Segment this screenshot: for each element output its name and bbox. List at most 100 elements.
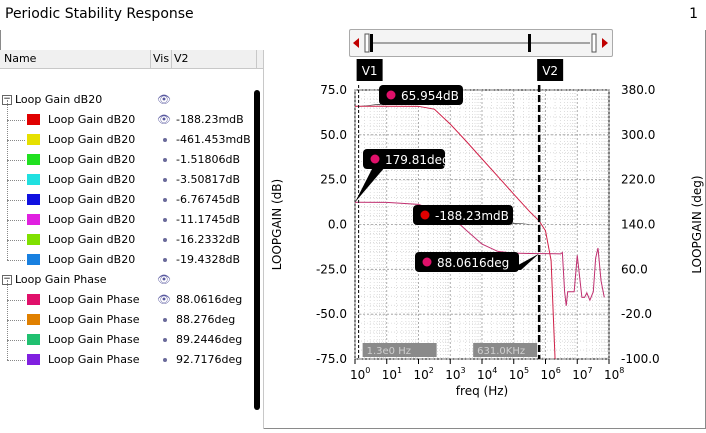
signal-row[interactable]: Loop Gain dB20 -11.1745dB <box>0 200 255 230</box>
v2-readout-box <box>473 343 538 357</box>
signal-value: -16.2332dB <box>176 233 240 246</box>
y-tick-left: 75.0 <box>320 83 347 97</box>
scroll-left-icon <box>353 38 359 48</box>
signal-row[interactable]: Loop Gain Phase 88.276deg <box>0 300 255 330</box>
signal-row[interactable]: Loop Gain dB20 -19.4328dB <box>0 240 255 270</box>
visibility-dot-icon[interactable] <box>163 218 167 222</box>
signal-row[interactable]: Loop Gain dB20 -3.50817dB <box>0 160 255 190</box>
tree-line <box>7 200 9 220</box>
signal-value: -188.23mdB <box>176 113 244 126</box>
visibility-eye-icon[interactable]: 👁 <box>157 273 171 286</box>
visibility-dot-icon[interactable] <box>163 178 167 182</box>
signal-row[interactable]: Loop Gain Phase 89.2446deg <box>0 320 255 350</box>
signal-label: Loop Gain dB20 <box>48 133 136 146</box>
marker-label: 88.0616deg <box>437 256 509 270</box>
tree-line <box>7 140 9 160</box>
table-header: Name Vis V2 <box>0 50 263 69</box>
cursor-v2-label: V2 <box>542 64 558 78</box>
tree-line <box>7 180 9 200</box>
y-axis-label-right: LOOPGAIN (deg) <box>690 175 704 273</box>
tree-branch <box>7 200 25 202</box>
group-label: Loop Gain Phase <box>15 273 107 286</box>
y-tick-left: 25.0 <box>320 173 347 187</box>
series-line-0 <box>355 105 556 360</box>
signal-row[interactable]: Loop Gain dB20 -1.51806dB <box>0 140 255 170</box>
signal-label: Loop Gain dB20 <box>48 213 136 226</box>
visibility-eye-icon[interactable]: 👁 <box>157 93 171 106</box>
group-row[interactable]: − Loop Gain Phase 👁 <box>0 270 255 290</box>
y-tick-right: 380.0 <box>621 83 655 97</box>
column-vis[interactable]: Vis <box>153 52 170 65</box>
signal-label: Loop Gain dB20 <box>48 233 136 246</box>
vertical-scrollbar[interactable] <box>254 90 260 410</box>
marker-callout <box>413 205 513 225</box>
marker-pointer <box>355 167 385 203</box>
tree-line <box>7 160 9 180</box>
signal-row[interactable]: Loop Gain dB20 -16.2332dB <box>0 220 255 250</box>
signal-value: -1.51806dB <box>176 153 240 166</box>
signal-color-swatch <box>27 334 40 345</box>
window-title: Periodic Stability Response <box>5 6 194 22</box>
tree-line <box>7 100 9 120</box>
signal-value: -3.50817dB <box>176 173 240 186</box>
signal-label: Loop Gain Phase <box>48 333 140 346</box>
signal-color-swatch <box>27 294 40 305</box>
signal-label: Loop Gain Phase <box>48 353 140 366</box>
signal-label: Loop Gain Phase <box>48 293 140 306</box>
y-tick-right: 60.0 <box>621 262 648 276</box>
x-tick: 102 <box>414 366 434 382</box>
tree-branch <box>7 300 25 302</box>
cursor-v1-label: V1 <box>362 64 378 78</box>
visibility-dot-icon[interactable] <box>163 158 167 162</box>
tree-branch <box>7 240 25 242</box>
signal-browser-panel: Name Vis V2 − Loop Gain dB20 👁 Loop Gain dB… <box>0 50 264 429</box>
marker-dot <box>386 90 396 100</box>
group-row[interactable]: − Loop Gain dB20 👁 <box>0 90 255 110</box>
signal-color-swatch <box>27 214 40 225</box>
cursor-v1-tag <box>356 59 383 81</box>
signal-color-swatch <box>27 154 40 165</box>
signal-row[interactable]: Loop Gain dB20 👁 -188.23mdB <box>0 100 255 130</box>
y-tick-right: 300.0 <box>621 128 655 142</box>
visibility-dot-icon[interactable] <box>163 358 167 362</box>
x-tick: 103 <box>445 366 465 382</box>
visibility-dot-icon[interactable] <box>163 318 167 322</box>
tree-branch <box>7 260 25 262</box>
marker-pointer <box>503 223 540 225</box>
stability-chart: 75.0 50.0 25.0 0.0 -25.0 -50.0 -75.0 380.0 300.0… <box>263 55 706 429</box>
signal-row[interactable]: Loop Gain dB20 -461.453mdB <box>0 120 255 150</box>
signal-color-swatch <box>27 254 40 265</box>
v1-readout-box <box>362 343 437 357</box>
visibility-dot-icon[interactable] <box>163 238 167 242</box>
tree-line <box>7 320 9 340</box>
visibility-dot-icon[interactable] <box>163 258 167 262</box>
tree-line <box>7 280 9 300</box>
visibility-eye-icon[interactable]: 👁 <box>157 113 171 126</box>
tree-branch <box>7 120 25 122</box>
signal-value: -461.453mdB <box>176 133 251 146</box>
column-v2[interactable]: V2 <box>174 52 189 65</box>
visibility-eye-icon[interactable]: 👁 <box>157 293 171 306</box>
tree-line <box>7 120 9 140</box>
page-number: 1 <box>689 6 698 22</box>
signal-color-swatch <box>27 174 40 185</box>
visibility-dot-icon[interactable] <box>163 198 167 202</box>
visibility-dot-icon[interactable] <box>163 138 167 142</box>
signal-row[interactable]: Loop Gain Phase 92.7176deg <box>0 340 255 370</box>
signal-color-swatch <box>27 314 40 325</box>
tree-branch <box>7 360 25 362</box>
signal-color-swatch <box>27 114 40 125</box>
cursor-range-slider[interactable] <box>349 29 613 57</box>
tree-line <box>7 300 9 320</box>
signal-row[interactable]: Loop Gain dB20 -6.76745dB <box>0 180 255 210</box>
y-tick-left: -50.0 <box>316 307 347 321</box>
signal-label: Loop Gain dB20 <box>48 193 136 206</box>
marker-callout <box>363 149 445 169</box>
visibility-dot-icon[interactable] <box>163 338 167 342</box>
signal-row[interactable]: Loop Gain Phase 👁 88.0616deg <box>0 280 255 310</box>
y-tick-right: 220.0 <box>621 173 655 187</box>
y-tick-left: 0.0 <box>328 218 347 232</box>
column-name[interactable]: Name <box>4 52 37 65</box>
marker-dot <box>422 257 432 267</box>
marker-dot <box>420 210 430 220</box>
